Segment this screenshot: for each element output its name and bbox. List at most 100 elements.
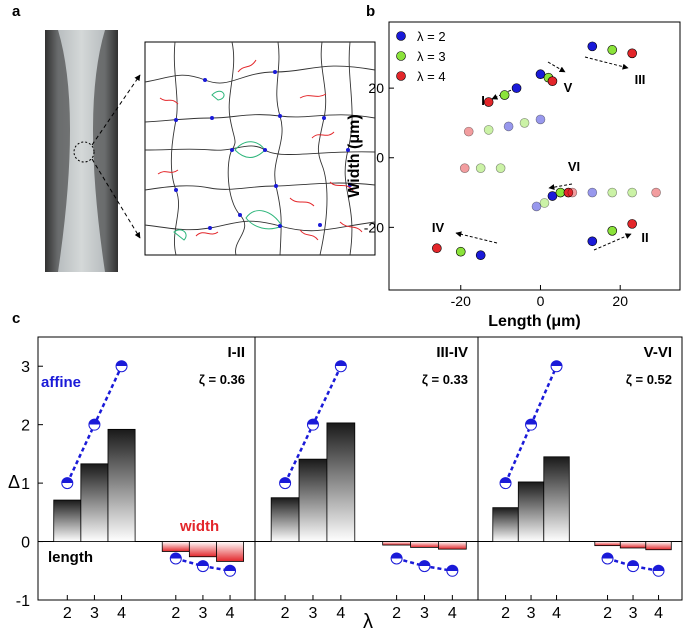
bar (543, 456, 570, 542)
subplot-title: V-VI (644, 344, 672, 361)
bar (517, 481, 545, 542)
plot-frame (477, 336, 683, 601)
legend-label: λ = 3 (417, 49, 446, 64)
zoom-arrow (91, 74, 141, 146)
point (607, 45, 618, 55)
affine-point (525, 418, 538, 431)
affine-point (224, 564, 237, 577)
point (567, 187, 578, 198)
point (535, 69, 546, 80)
point (463, 126, 474, 137)
affine-point (196, 560, 209, 573)
point (483, 125, 494, 135)
legend-marker (396, 31, 406, 41)
point (495, 163, 506, 173)
point (555, 187, 566, 198)
x-tick-label: 3 (198, 605, 207, 622)
y-tick-label: -20 (364, 219, 384, 235)
affine-point (499, 477, 512, 490)
affine-point (390, 552, 403, 565)
x-tick-label: 3 (629, 605, 638, 622)
grip-shadow (45, 30, 118, 272)
x-tick-label: 3 (527, 605, 536, 622)
dangling-ends (157, 59, 363, 241)
affine-point (334, 360, 347, 373)
bar (594, 541, 621, 547)
affine-point (169, 552, 182, 565)
y-axis-label: Width (μm) (346, 114, 363, 197)
point (475, 250, 486, 260)
x-axis-label: λ (363, 611, 373, 633)
panel-label: a (12, 3, 21, 20)
bar (645, 541, 672, 551)
zoom-arrow (91, 158, 141, 239)
point (503, 121, 514, 132)
affine-point (627, 560, 640, 573)
point (587, 187, 598, 198)
x-tick-label: 3 (420, 605, 429, 622)
legend-label: λ = 2 (417, 29, 446, 44)
point (587, 41, 598, 52)
point (535, 114, 546, 125)
affine-point (115, 360, 128, 373)
group-label: III (635, 72, 646, 87)
x-tick-label: 3 (90, 605, 99, 622)
x-tick-label: 20 (612, 293, 628, 309)
point (627, 219, 637, 229)
network-box (144, 41, 376, 256)
affine-point (61, 477, 74, 490)
point (547, 191, 558, 201)
bar (438, 541, 467, 550)
point (459, 163, 470, 173)
group-label: IV (432, 220, 445, 235)
x-tick-label: 4 (552, 605, 561, 622)
point (519, 118, 530, 128)
point (547, 76, 558, 86)
series-label: affine (41, 374, 81, 391)
bar (270, 497, 300, 542)
subplot-title: III-IV (436, 344, 468, 361)
bar (80, 463, 109, 542)
point (607, 226, 618, 236)
zeta-annotation: ζ = 0.52 (626, 372, 672, 387)
group-label: V (564, 80, 573, 95)
point (483, 97, 494, 107)
displacement-arrows (455, 56, 632, 251)
y-tick-label: 0 (21, 535, 30, 552)
point (432, 243, 442, 254)
x-tick-label: 2 (392, 605, 401, 622)
bar (410, 541, 439, 548)
point (475, 163, 486, 173)
group-label: VI (568, 159, 580, 174)
x-tick-label: -20 (451, 293, 471, 309)
y-tick-label: 1 (21, 476, 30, 493)
affine-line (607, 557, 659, 573)
panel-a (45, 30, 376, 272)
x-tick-label: 4 (654, 605, 663, 622)
series-label: width (179, 518, 219, 535)
affine-point (601, 552, 614, 565)
affine-point (446, 564, 459, 577)
y-tick-label: 20 (368, 80, 384, 96)
y-tick-label: 0 (376, 150, 384, 166)
point (627, 48, 637, 59)
affine-point (279, 477, 292, 490)
x-tick-label: 2 (281, 605, 290, 622)
x-tick-label: 2 (171, 605, 180, 622)
x-tick-label: 4 (336, 605, 345, 622)
affine-point (652, 564, 665, 577)
bar (107, 428, 136, 542)
bar (298, 458, 328, 542)
panel-label: b (366, 3, 375, 20)
affine-point (306, 418, 319, 431)
zoom-circle (73, 141, 95, 163)
point (531, 201, 542, 212)
y-axis-label: Δ (8, 472, 20, 492)
affine-point (550, 360, 563, 373)
x-tick-label: 2 (63, 605, 72, 622)
series-label: length (48, 549, 93, 566)
y-tick-label: 2 (21, 418, 30, 435)
x-tick-label: 4 (448, 605, 457, 622)
legend-marker (396, 71, 406, 81)
